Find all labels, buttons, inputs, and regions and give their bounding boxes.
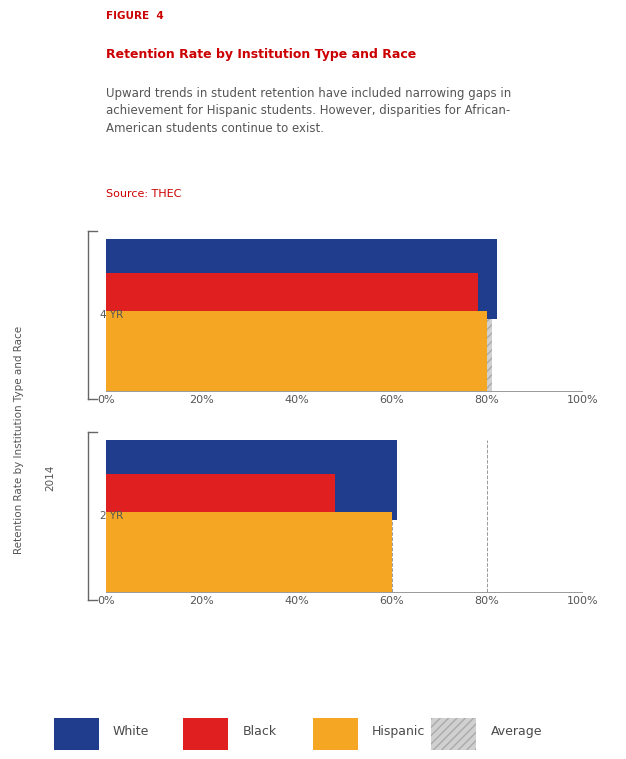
Bar: [106, 509, 373, 599]
FancyBboxPatch shape: [313, 718, 358, 750]
Bar: [106, 512, 392, 596]
Text: Hispanic: Hispanic: [372, 726, 426, 739]
Bar: [106, 232, 492, 322]
Text: Source: THEC: Source: THEC: [106, 189, 182, 199]
Text: White: White: [113, 726, 150, 739]
Text: 2 YR: 2 YR: [100, 511, 123, 521]
Text: Retention Rate by Institution Type and Race: Retention Rate by Institution Type and R…: [106, 48, 417, 61]
Text: Retention Rate by Institution Type and Race: Retention Rate by Institution Type and R…: [14, 326, 24, 554]
Bar: [106, 270, 492, 360]
FancyBboxPatch shape: [54, 718, 99, 750]
FancyBboxPatch shape: [431, 718, 476, 750]
FancyBboxPatch shape: [183, 718, 228, 750]
Bar: [106, 235, 496, 319]
Bar: [106, 311, 487, 395]
Bar: [106, 471, 373, 561]
Text: 4 YR: 4 YR: [100, 310, 123, 320]
Bar: [106, 273, 478, 357]
Bar: [106, 308, 492, 398]
FancyBboxPatch shape: [431, 718, 476, 750]
Text: FIGURE  4: FIGURE 4: [106, 11, 164, 20]
Bar: [106, 474, 335, 558]
Text: 2014: 2014: [45, 465, 55, 491]
Bar: [106, 433, 373, 523]
Bar: [106, 436, 397, 520]
Text: Average: Average: [491, 726, 542, 739]
Text: Black: Black: [243, 726, 277, 739]
Text: Upward trends in student retention have included narrowing gaps in
achievement f: Upward trends in student retention have …: [106, 87, 511, 134]
